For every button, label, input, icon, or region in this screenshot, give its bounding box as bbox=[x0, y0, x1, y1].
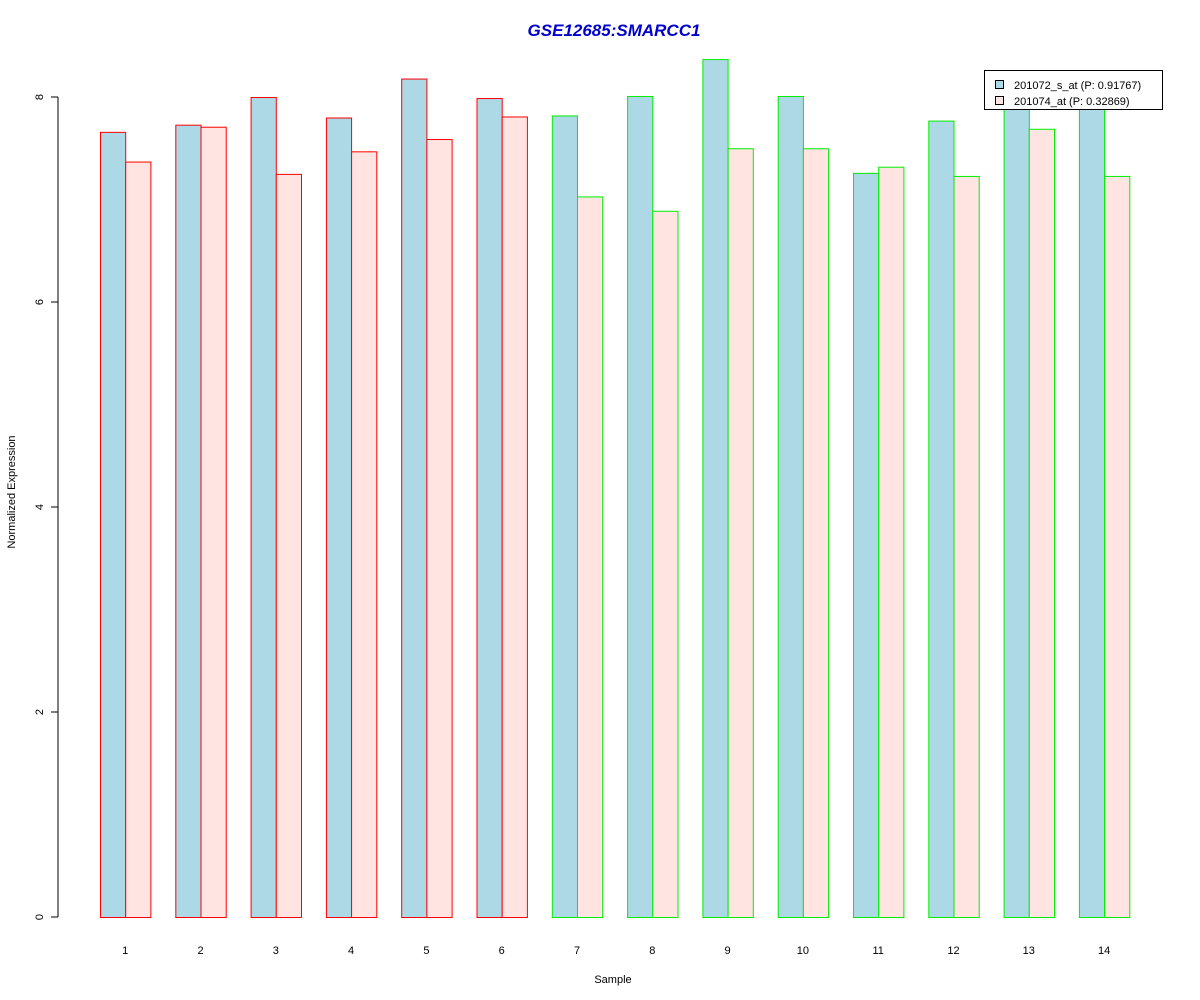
x-tick-label: 12 bbox=[947, 945, 959, 957]
bar bbox=[200, 126, 227, 919]
bar bbox=[125, 161, 152, 918]
bar bbox=[702, 59, 729, 918]
legend-swatch bbox=[995, 96, 1004, 105]
bar bbox=[275, 173, 302, 918]
x-axis-tick-labels: 1 2 3 4 5 6 7 8 9 10 11 12 13 14 bbox=[122, 945, 1110, 957]
bar bbox=[577, 196, 604, 919]
bar bbox=[1003, 103, 1030, 918]
x-tick-label: 6 bbox=[499, 945, 505, 957]
bar bbox=[928, 120, 955, 918]
y-tick-label: 0 bbox=[34, 914, 46, 920]
bar bbox=[652, 210, 679, 918]
y-axis: 0 2 4 6 8 bbox=[34, 94, 59, 920]
bar bbox=[551, 115, 578, 918]
bar bbox=[1078, 105, 1106, 918]
x-tick-label: 8 bbox=[649, 945, 655, 957]
bar bbox=[250, 97, 277, 918]
x-tick-label: 1 bbox=[122, 945, 128, 957]
bar bbox=[802, 148, 830, 918]
y-tick-label: 2 bbox=[34, 709, 46, 715]
y-tick-label: 6 bbox=[34, 299, 46, 305]
x-tick-label: 10 bbox=[797, 945, 809, 957]
legend-label: 201072_s_at (P: 0.91767) bbox=[1014, 80, 1141, 92]
bar bbox=[351, 151, 378, 918]
bar bbox=[325, 117, 353, 918]
legend: 201072_s_at (P: 0.91767) 201074_at (P: 0.… bbox=[984, 70, 1163, 110]
bar bbox=[953, 175, 980, 919]
bar bbox=[426, 139, 453, 918]
legend-label: 201074_at (P: 0.32869) bbox=[1014, 96, 1130, 108]
bar bbox=[853, 172, 880, 919]
bar bbox=[727, 148, 754, 918]
x-tick-label: 3 bbox=[273, 945, 279, 957]
legend-swatch bbox=[995, 80, 1004, 89]
x-tick-label: 9 bbox=[725, 945, 731, 957]
y-tick-label: 8 bbox=[34, 94, 46, 100]
x-tick-label: 5 bbox=[423, 945, 429, 957]
legend-box bbox=[984, 70, 1163, 110]
bar bbox=[777, 95, 804, 919]
bar bbox=[627, 95, 654, 919]
x-tick-label: 2 bbox=[197, 945, 203, 957]
x-tick-label: 14 bbox=[1098, 945, 1110, 957]
chart-title: GSE12685:SMARCC1 bbox=[528, 21, 701, 40]
bar bbox=[476, 98, 503, 918]
x-tick-label: 13 bbox=[1023, 945, 1035, 957]
bar bbox=[501, 116, 528, 919]
bar bbox=[1028, 128, 1056, 918]
bar bbox=[401, 78, 428, 919]
bar bbox=[175, 124, 202, 919]
bar bbox=[878, 166, 905, 918]
bar bbox=[1104, 175, 1131, 919]
bars bbox=[100, 59, 1131, 919]
y-tick-label: 4 bbox=[34, 504, 46, 510]
x-tick-label: 7 bbox=[574, 945, 580, 957]
y-axis-label: Normalized Expression bbox=[6, 435, 18, 548]
x-tick-label: 4 bbox=[348, 945, 354, 957]
bar bbox=[100, 131, 127, 919]
x-axis-label: Sample bbox=[594, 974, 631, 986]
x-tick-label: 11 bbox=[872, 945, 883, 957]
